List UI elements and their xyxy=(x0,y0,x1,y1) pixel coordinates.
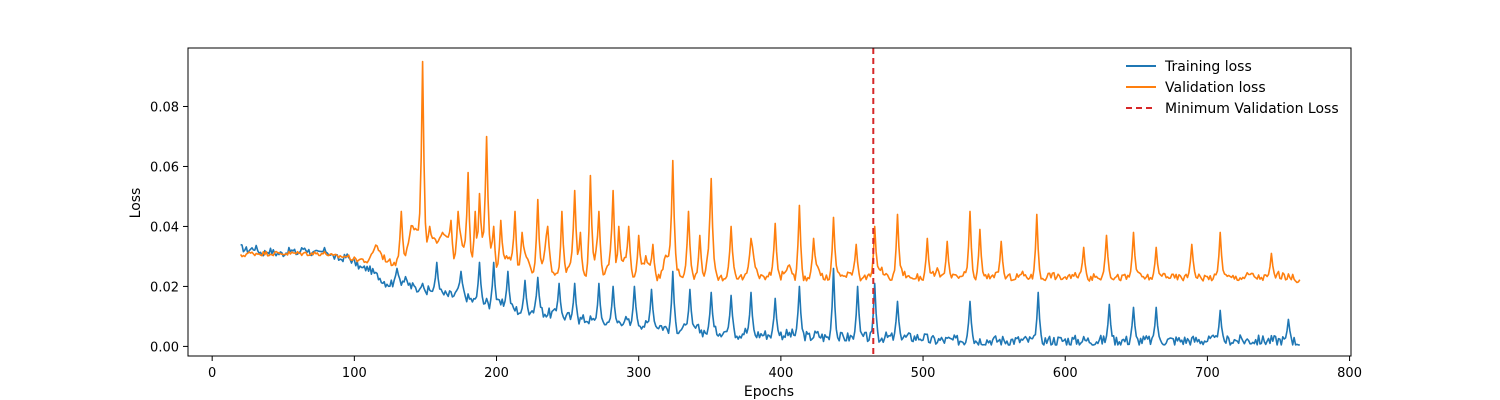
validation-loss-line xyxy=(239,60,1301,284)
legend-training-label: Training loss xyxy=(1164,59,1252,75)
x-tick-label: 100 xyxy=(342,366,367,381)
x-tick-label: 300 xyxy=(626,366,651,381)
legend-validation-label: Validation loss xyxy=(1165,80,1266,96)
y-tick-label: 0.08 xyxy=(150,100,179,115)
y-tick-label: 0.06 xyxy=(150,160,179,175)
x-tick-label: 500 xyxy=(911,366,936,381)
x-tick-label: 0 xyxy=(208,366,216,381)
x-tick-label: 700 xyxy=(1195,366,1220,381)
x-tick-label: 800 xyxy=(1337,366,1362,381)
y-tick-label: 0.00 xyxy=(150,340,179,355)
x-axis-label: Epochs xyxy=(744,384,794,400)
plot-lines xyxy=(239,48,1301,356)
x-axis-ticks: 0 100 200 300 400 500 600 700 800 xyxy=(208,356,1362,381)
x-tick-label: 200 xyxy=(484,366,509,381)
legend: Training loss Validation loss Minimum Va… xyxy=(1126,59,1339,117)
y-tick-label: 0.02 xyxy=(150,280,179,295)
axes-frame xyxy=(187,47,1352,357)
legend-min-val-label: Minimum Validation Loss xyxy=(1165,101,1339,117)
x-tick-label: 400 xyxy=(768,366,793,381)
y-axis-ticks: 0.00 0.02 0.04 0.06 0.08 xyxy=(150,100,188,355)
y-tick-label: 0.04 xyxy=(150,220,179,235)
training-loss-line xyxy=(240,243,1300,346)
y-axis-label: Loss xyxy=(128,188,144,219)
x-tick-label: 600 xyxy=(1053,366,1078,381)
